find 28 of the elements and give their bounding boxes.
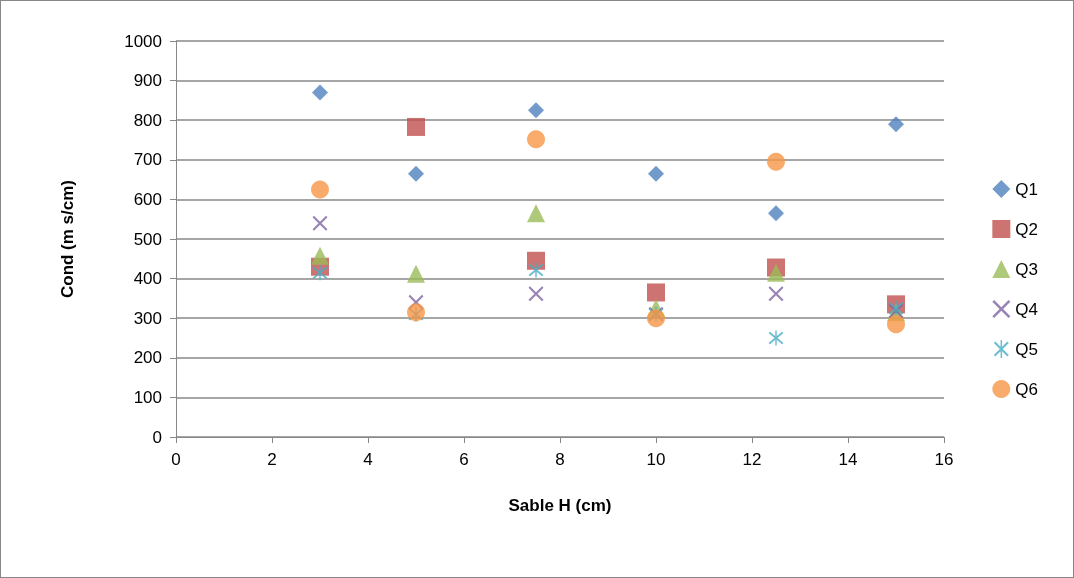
y-tick-label: 400 bbox=[133, 269, 162, 289]
x-axis-title: Sable H (cm) bbox=[508, 496, 612, 515]
x-tick-label: 0 bbox=[171, 450, 181, 469]
x-tick-label: 2 bbox=[267, 450, 277, 469]
x-tick-label: 16 bbox=[934, 450, 954, 469]
x-tick-label: 6 bbox=[459, 450, 469, 469]
y-tick-label: 200 bbox=[133, 348, 162, 368]
x-tick-label: 12 bbox=[742, 450, 762, 469]
y-tick-label: 800 bbox=[133, 110, 162, 130]
x-tick-label: 10 bbox=[646, 450, 666, 469]
y-tick-label: 0 bbox=[152, 427, 162, 447]
y-tick-label: 500 bbox=[133, 229, 162, 249]
legend-label: Q6 bbox=[1015, 379, 1039, 399]
y-tick-label: 600 bbox=[133, 189, 162, 209]
legend-label: Q2 bbox=[1015, 219, 1039, 239]
y-tick-label: 300 bbox=[133, 308, 162, 328]
y-tick-label: 900 bbox=[133, 71, 162, 91]
y-axis-title: Cond (m s/cm) bbox=[58, 179, 77, 299]
legend-label: Q4 bbox=[1015, 299, 1039, 319]
y-tick-label: 100 bbox=[133, 387, 162, 407]
legend-label: Q5 bbox=[1015, 339, 1039, 359]
x-tick-label: 14 bbox=[838, 450, 858, 469]
x-tick-label: 4 bbox=[363, 450, 373, 469]
legend-label: Q1 bbox=[1015, 179, 1039, 199]
y-tick-label: 1000 bbox=[124, 31, 162, 51]
y-tick-label: 700 bbox=[133, 150, 162, 170]
legend-label: Q3 bbox=[1015, 259, 1039, 279]
x-tick-label: 8 bbox=[555, 450, 565, 469]
